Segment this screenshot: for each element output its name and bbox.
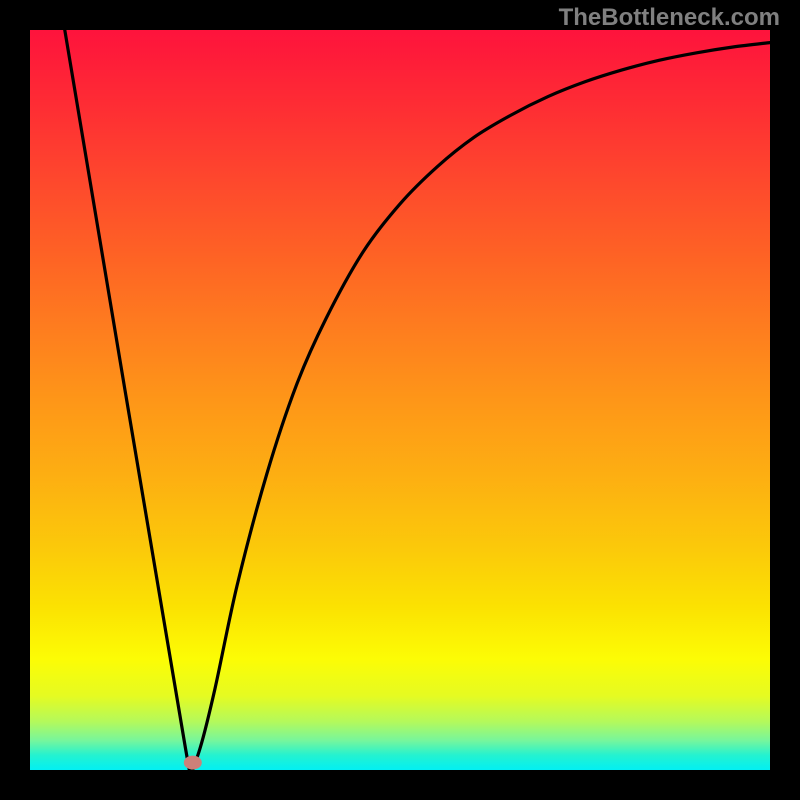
watermark-label: TheBottleneck.com [559,4,780,32]
optimal-point-marker [184,756,202,770]
bottleneck-chart: TheBottleneck.com [0,0,800,800]
gradient-background [30,30,770,770]
plot-area [30,30,770,770]
